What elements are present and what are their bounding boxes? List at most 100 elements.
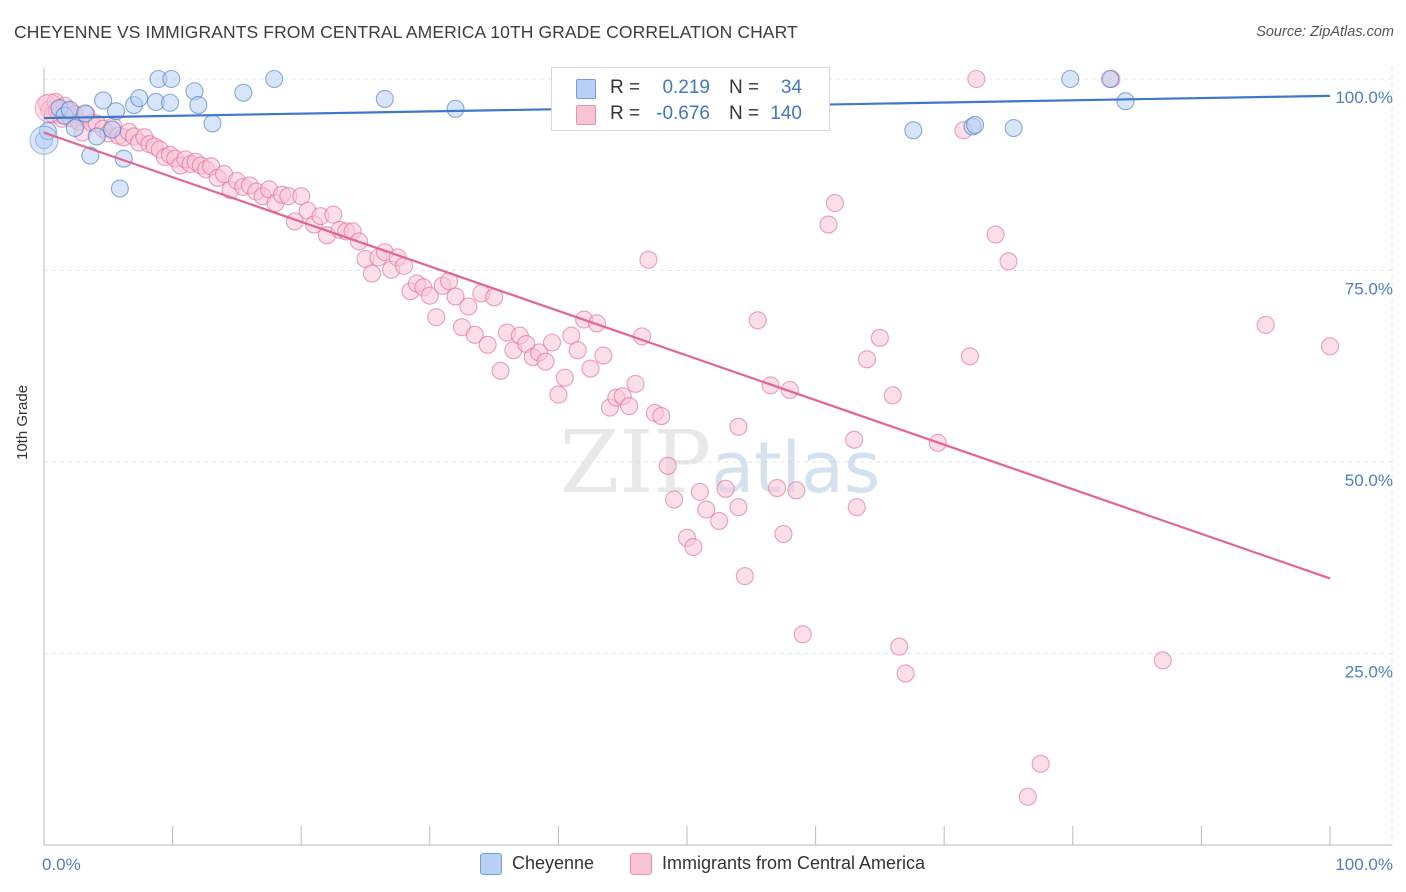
series-legend: Cheyenne Immigrants from Central America <box>0 852 1406 876</box>
n-label: N = <box>729 103 760 124</box>
point-immigrants <box>626 374 645 393</box>
point-immigrants <box>420 286 439 305</box>
point-immigrants <box>896 664 915 683</box>
point-immigrants <box>1153 651 1172 670</box>
legend-row-immigrants: R = -0.676 N = 140 <box>552 101 829 127</box>
legend-swatch-immigrants <box>630 853 652 875</box>
point-cheyenne <box>966 115 985 135</box>
legend-swatch-immigrants <box>576 105 596 125</box>
point-immigrants <box>960 347 979 366</box>
point-immigrants <box>986 225 1005 244</box>
y-tick-label: 75.0% <box>1345 280 1393 299</box>
y-tick-label: 100.0% <box>1335 88 1393 107</box>
point-immigrants <box>716 479 735 498</box>
point-cheyenne <box>76 104 95 123</box>
axes <box>43 68 1392 846</box>
point-immigrants <box>999 252 1018 271</box>
point-immigrants <box>729 498 748 517</box>
series-cheyenne-points <box>29 69 1135 198</box>
point-immigrants <box>748 311 767 330</box>
point-immigrants <box>620 397 639 416</box>
point-immigrants <box>780 380 799 400</box>
point-cheyenne <box>87 127 106 146</box>
point-cheyenne-cluster <box>29 125 59 155</box>
point-cheyenne <box>94 91 113 110</box>
correlation-legend: R = 0.219 N = 34 R = -0.676 N = 140 <box>551 67 830 131</box>
point-immigrants <box>478 335 497 354</box>
point-immigrants <box>459 297 478 316</box>
point-immigrants <box>870 328 889 347</box>
point-immigrants <box>793 625 812 644</box>
point-cheyenne <box>265 69 284 89</box>
point-cheyenne <box>234 83 253 102</box>
n-value: 140 <box>770 103 802 124</box>
point-immigrants <box>767 478 787 498</box>
point-cheyenne <box>446 99 465 118</box>
point-cheyenne <box>65 118 84 138</box>
legend-swatch-cheyenne <box>480 853 502 875</box>
legend-swatch-cheyenne <box>576 79 596 99</box>
r-value: 0.219 <box>662 77 710 98</box>
point-immigrants <box>568 341 587 360</box>
point-immigrants <box>697 500 716 519</box>
point-immigrants <box>639 250 658 269</box>
watermark: ZIPatlas <box>560 413 881 513</box>
point-cheyenne <box>1061 69 1080 89</box>
point-immigrants <box>324 205 343 224</box>
point-immigrants <box>845 430 864 449</box>
r-label: R = <box>610 77 641 98</box>
point-cheyenne <box>189 95 208 115</box>
point-immigrants <box>652 406 671 426</box>
point-cheyenne <box>130 89 149 108</box>
point-immigrants <box>555 368 574 387</box>
point-immigrants <box>658 456 677 475</box>
y-tick-label: 50.0% <box>1345 471 1393 490</box>
n-label: N = <box>729 77 760 98</box>
point-cheyenne <box>1004 118 1023 138</box>
trend-line-immigrants <box>43 131 1331 580</box>
point-cheyenne <box>110 179 129 198</box>
point-immigrants <box>787 481 806 500</box>
x-tick-label: 0.0% <box>42 855 81 874</box>
point-cheyenne <box>60 100 79 119</box>
point-immigrants <box>536 352 555 371</box>
point-immigrants <box>735 567 754 586</box>
point-immigrants <box>890 637 909 656</box>
tick-labels: 100.0% 75.0% 50.0% 25.0% 0.0% 100.0% <box>42 88 1393 874</box>
point-immigrants <box>362 264 381 283</box>
point-immigrants <box>729 417 748 436</box>
point-immigrants <box>581 359 600 378</box>
point-cheyenne <box>103 120 122 139</box>
r-label: R = <box>610 103 641 124</box>
point-cheyenne <box>81 146 100 165</box>
point-cheyenne <box>203 114 222 133</box>
y-tick-label: 25.0% <box>1345 663 1393 682</box>
point-immigrants <box>465 325 484 344</box>
point-immigrants <box>847 498 866 517</box>
legend-label-immigrants: Immigrants from Central America <box>662 853 926 873</box>
r-value: -0.676 <box>656 103 710 124</box>
point-cheyenne <box>904 121 923 140</box>
point-cheyenne <box>162 69 181 89</box>
point-immigrants <box>549 385 568 404</box>
point-cheyenne <box>106 102 126 121</box>
point-cheyenne <box>1101 69 1120 89</box>
point-immigrants <box>825 194 844 213</box>
point-cheyenne <box>114 149 133 168</box>
point-immigrants <box>774 524 793 544</box>
point-cheyenne <box>160 93 180 112</box>
point-immigrants <box>1018 787 1037 806</box>
point-immigrants <box>710 511 729 531</box>
point-immigrants <box>1320 337 1340 356</box>
chart-title: CHEYENNE VS IMMIGRANTS FROM CENTRAL AMER… <box>14 22 798 42</box>
point-immigrants <box>684 537 703 557</box>
point-immigrants <box>427 308 446 327</box>
legend-label-cheyenne: Cheyenne <box>512 853 595 873</box>
point-immigrants <box>690 482 709 501</box>
point-cheyenne <box>1116 92 1135 111</box>
series-immigrants-points <box>34 69 1340 806</box>
point-immigrants <box>491 361 510 380</box>
point-immigrants <box>594 346 613 365</box>
point-immigrants <box>857 350 877 369</box>
